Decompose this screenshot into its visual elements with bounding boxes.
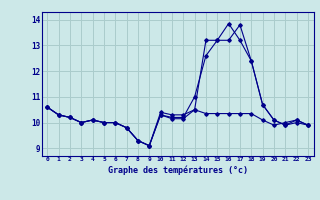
X-axis label: Graphe des températures (°c): Graphe des températures (°c) <box>108 165 248 175</box>
